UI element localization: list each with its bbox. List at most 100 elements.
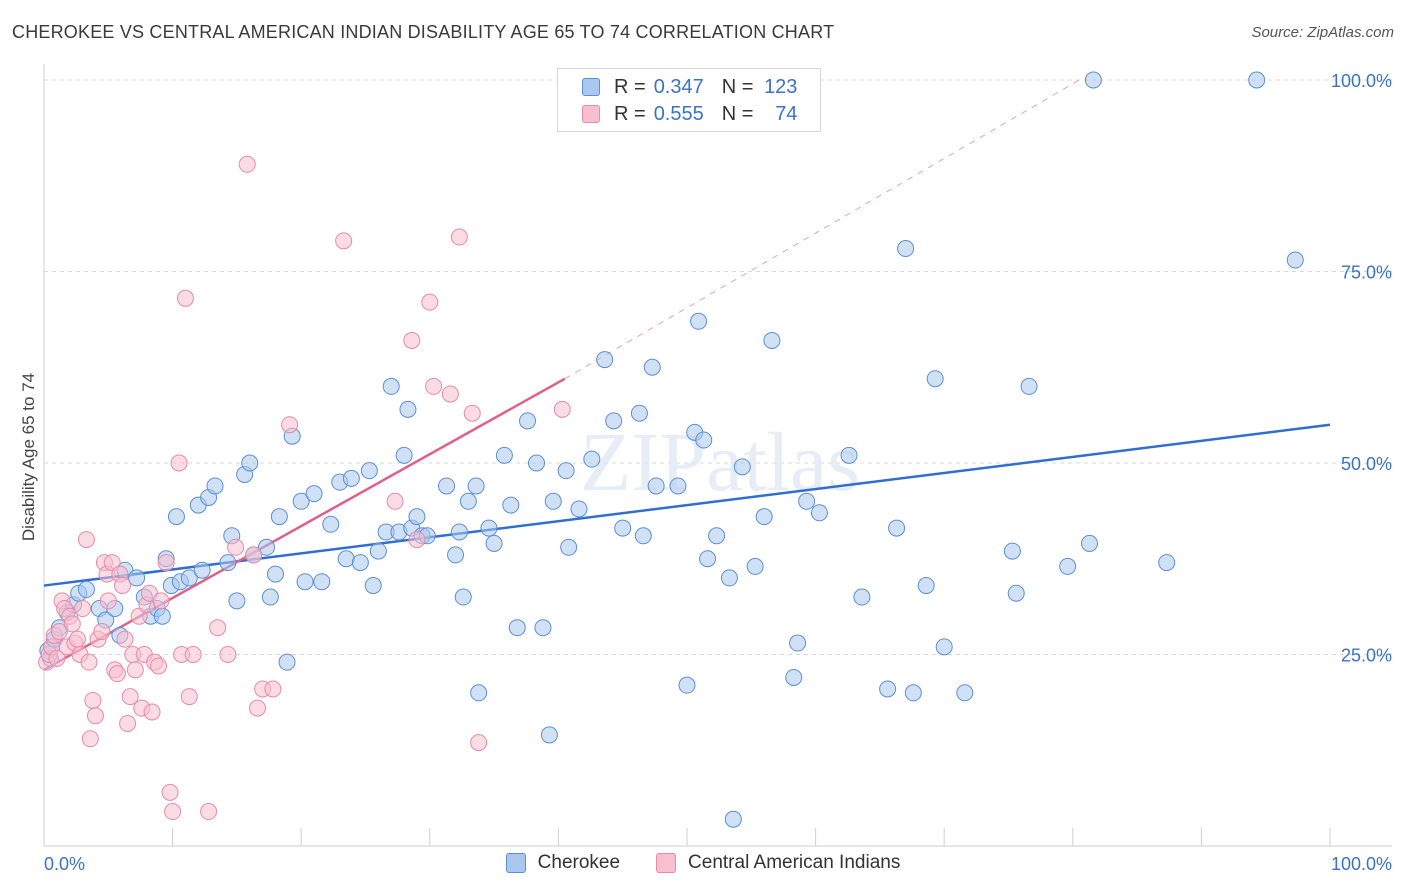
central-american-point — [74, 600, 92, 618]
legend-label-central-american-indians: Central American Indians — [688, 852, 901, 873]
cherokee-point — [342, 469, 360, 487]
cherokee-point — [447, 546, 465, 564]
n-value: 123 — [764, 75, 798, 98]
cherokee-point — [720, 569, 738, 587]
central-american-point — [99, 592, 117, 610]
cherokee-point — [1286, 251, 1304, 269]
cherokee-point — [763, 331, 781, 349]
cherokee-point — [810, 504, 828, 522]
central-american-point — [93, 623, 111, 641]
cherokee-point — [467, 477, 485, 495]
axes — [43, 64, 1392, 847]
cherokee-point — [266, 565, 284, 583]
x-tick-label: 0.0% — [44, 854, 85, 874]
cherokee-swatch — [505, 853, 526, 873]
source-label: Source: ZipAtlas.com — [1251, 24, 1394, 41]
central-american-point — [408, 531, 426, 549]
stats-legend: R = 0.347 N = 123 R = 0.555 N = 74 — [557, 68, 821, 132]
central-american-point — [161, 783, 179, 801]
cherokee-point — [337, 550, 355, 568]
cherokee-point — [270, 508, 288, 526]
n-label: N = — [721, 102, 754, 125]
cherokee-point — [369, 542, 387, 560]
cherokee-point — [935, 638, 953, 656]
cherokee-point — [454, 588, 472, 606]
central-american-point — [200, 803, 218, 821]
central-american-point — [48, 649, 66, 667]
r-value: 0.347 — [653, 75, 704, 98]
central-american-trend-line — [43, 377, 566, 671]
cherokee-point — [470, 684, 488, 702]
cherokee-point — [570, 500, 588, 518]
central-american-point — [281, 416, 299, 434]
central-american-point — [227, 538, 245, 556]
cherokee-point — [888, 519, 906, 537]
cherokee-point — [557, 462, 575, 480]
legend-label-cherokee: Cherokee — [537, 852, 621, 873]
cherokee-point — [699, 550, 717, 568]
cherokee-point — [322, 515, 340, 533]
central-american-point — [84, 691, 102, 709]
central-american-point — [441, 385, 459, 403]
cherokee-point — [193, 561, 211, 579]
central-american-point — [68, 630, 86, 648]
cherokee-point — [1158, 554, 1176, 572]
cherokee-point — [733, 458, 751, 476]
central-american-point — [553, 400, 571, 418]
legend-item-central-american-indians[interactable]: Central American Indians — [656, 852, 900, 874]
cherokee-point — [77, 580, 95, 598]
cherokee-point — [153, 607, 171, 625]
central-american-point — [152, 592, 170, 610]
cherokee-point — [495, 446, 513, 464]
cherokee-point — [879, 680, 897, 698]
cherokee-point — [1248, 71, 1266, 89]
cherokee-point — [544, 492, 562, 510]
legend-item-cherokee[interactable]: Cherokee — [505, 852, 621, 874]
cherokee-point — [789, 634, 807, 652]
cherokee-point — [292, 492, 310, 510]
cherokee-point — [313, 573, 331, 591]
central-american-point — [149, 657, 167, 675]
cherokee-point — [360, 462, 378, 480]
cherokee-point — [630, 404, 648, 422]
cherokee-point — [926, 370, 944, 388]
central-american-point — [425, 377, 443, 395]
central-american-swatch — [582, 105, 600, 123]
n-value: 74 — [775, 102, 798, 125]
cherokee-point — [956, 684, 974, 702]
cherokee-point — [669, 477, 687, 495]
x-tick-label: 100.0% — [1331, 854, 1392, 874]
cherokee-point — [724, 810, 742, 828]
central-american-point — [113, 577, 131, 595]
central-american-point — [50, 623, 68, 641]
cherokee-point — [128, 569, 146, 587]
cherokee-point — [502, 496, 520, 514]
cherokee-point — [583, 450, 601, 468]
cherokee-point — [1084, 71, 1102, 89]
central-american-point — [403, 331, 421, 349]
cherokee-point — [560, 538, 578, 556]
cherokee-point — [785, 668, 803, 686]
cherokee-point — [459, 492, 477, 510]
central-american-point — [463, 404, 481, 422]
cherokee-point — [840, 446, 858, 464]
cherokee-point — [647, 477, 665, 495]
central-american-point — [63, 615, 81, 633]
cherokee-point — [690, 312, 708, 330]
cherokee-point — [746, 557, 764, 575]
series-legend: Cherokee Central American Indians — [0, 852, 1406, 874]
y-tick-label: 25.0% — [1341, 646, 1392, 666]
n-label: N = — [721, 75, 754, 98]
central-american-point — [209, 619, 227, 637]
cherokee-point — [438, 477, 456, 495]
central-american-point — [170, 454, 188, 472]
y-tick-label: 50.0% — [1341, 454, 1392, 474]
chart-title: CHEROKEE VS CENTRAL AMERICAN INDIAN DISA… — [12, 22, 835, 42]
cherokee-point — [904, 684, 922, 702]
cherokee-point — [480, 519, 498, 537]
cherokee-point — [917, 577, 935, 595]
central-american-point — [335, 232, 353, 250]
cherokee-point — [261, 588, 279, 606]
cherokee-point — [643, 358, 661, 376]
stats-row-central-american: R = 0.555 N = 74 — [582, 102, 797, 126]
